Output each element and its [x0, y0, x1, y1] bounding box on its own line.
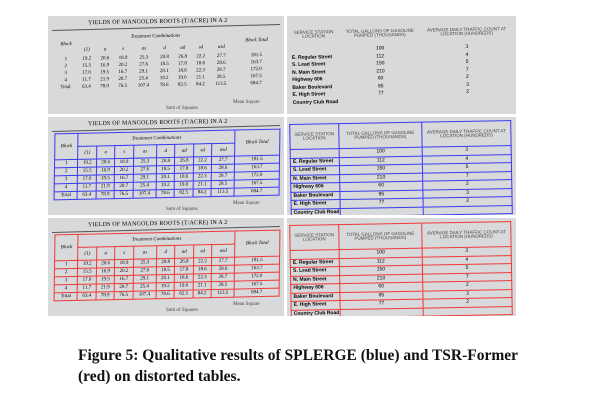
col-header: d — [156, 245, 176, 259]
col-header: sd — [193, 244, 212, 258]
table-cell: 76.5 — [114, 190, 133, 199]
col-header: AVERAGE DAILY TRAFFIC COUNT AT LOCATION … — [421, 120, 512, 148]
footer-mean-square: Mean Square — [233, 201, 260, 206]
table-cell: Total — [60, 85, 71, 91]
col-header: s — [114, 145, 134, 159]
table-cell — [339, 307, 424, 316]
table-cell: 84.2 — [192, 188, 212, 197]
table-cell: 107.4 — [132, 290, 157, 300]
footer-sum-squares: Sum of Squares — [166, 308, 198, 313]
col-header: ad — [180, 45, 186, 51]
right-splerge-panel: SERVICE STATION LOCATION TOTAL GALLONS OF… — [287, 117, 516, 215]
table-cell: 78.6 — [155, 290, 175, 299]
table-cell: 107.4 — [137, 83, 150, 89]
col-header: SERVICE STATION LOCATION — [289, 224, 339, 251]
table-cell: 84.2 — [195, 82, 205, 88]
col-header: (1) — [78, 145, 97, 160]
table-cell: 684.7 — [234, 187, 280, 197]
table-cell: 684.7 — [250, 81, 262, 87]
col-header: a — [96, 246, 116, 260]
table-cell: Country Club Road — [291, 309, 340, 316]
table-cell: 113.5 — [211, 188, 235, 197]
col-header: AVERAGE DAILY TRAFFIC COUNT AT LOCATION … — [427, 25, 507, 37]
col-header: (1) — [78, 246, 97, 261]
col-header: ad — [174, 143, 194, 158]
col-header: d — [163, 45, 166, 51]
table-cell — [339, 97, 423, 106]
col-header: Block — [54, 234, 79, 261]
table-cell: 63.4 — [81, 84, 91, 90]
yields-table: Block Treatment Combinations Block Total (1… — [54, 129, 281, 201]
col-header: as — [133, 144, 157, 159]
table-cell: 78.6 — [159, 82, 169, 89]
yields-table: Block Treatment Combinations Block Total (1… — [54, 230, 281, 302]
table-cell: 76.5 — [114, 291, 133, 300]
table-cell: 82.5 — [177, 82, 187, 88]
table-cell: 82.5 — [174, 289, 193, 299]
col-header: s — [114, 246, 134, 260]
col-header: Block Total — [245, 37, 269, 43]
footer-mean-square: Mean Square — [233, 100, 260, 105]
right-tsrformer-panel: SERVICE STATION LOCATION TOTAL GALLONS OF… — [287, 218, 516, 316]
col-header: (1) — [83, 47, 90, 53]
col-header: Block Total — [234, 230, 280, 258]
table-cell: 78.9 — [95, 291, 115, 300]
col-header: sd — [193, 143, 212, 157]
table-cell: 63.4 — [77, 190, 97, 200]
table-cell — [423, 96, 513, 105]
table-cell — [423, 306, 513, 316]
table-cell: 78.9 — [95, 190, 115, 199]
table-cell: 113.5 — [211, 289, 235, 298]
table-cell — [423, 205, 513, 215]
col-header: TOTAL GALLONS OF GASOLINE PUMPED (THOUSA… — [345, 27, 414, 38]
col-header: Block Total — [234, 129, 280, 157]
col-header: sd — [198, 44, 204, 50]
footer-mean-square: Mean Square — [233, 302, 260, 307]
col-header: asd — [217, 44, 225, 50]
table-cell: 82.5 — [174, 188, 193, 198]
col-header: d — [156, 144, 176, 158]
col-header: asd — [211, 143, 235, 157]
table-cell: 113.5 — [215, 81, 227, 87]
right-original-panel: SERVICE STATION LOCATION TOTAL GALLONS OF… — [287, 16, 516, 114]
left-original-panel: YIELDS OF MANGOLDS ROOTS (T/ACRE) IN A 2… — [48, 16, 284, 114]
table-cell: 63.4 — [77, 291, 97, 301]
table-cell: 76.5 — [118, 83, 128, 90]
left-splerge-panel: YIELDS OF MANGOLDS ROOTS (T/ACRE) IN A 2… — [48, 117, 284, 215]
col-header: TOTAL GALLONS OF GASOLINE PUMPED (THOUSA… — [338, 122, 423, 149]
gasoline-table: SERVICE STATION LOCATION TOTAL GALLONS OF… — [289, 221, 513, 316]
col-header: Block — [60, 41, 72, 47]
table-cell: 84.2 — [192, 289, 212, 298]
table-cell: 78.9 — [100, 84, 109, 90]
col-header: as — [141, 45, 147, 52]
col-header: SERVICE STATION LOCATION — [293, 28, 334, 39]
col-header: ad — [174, 244, 194, 259]
left-tsrformer-panel: YIELDS OF MANGOLDS ROOTS (T/ACRE) IN A 2… — [48, 218, 284, 316]
table-cell: Country Club Road — [292, 98, 339, 106]
yields-table: Block Treatment Combinations Block Total (1… — [54, 28, 281, 92]
table-cell: Total — [54, 292, 78, 301]
col-header: TOTAL GALLONS OF GASOLINE PUMPED (THOUSA… — [338, 223, 423, 250]
footer-sum-squares: Sum of Squares — [166, 106, 198, 111]
table-cell: 684.7 — [234, 288, 280, 298]
table-cell: Country Club Road — [291, 208, 340, 215]
col-header: a — [96, 145, 116, 159]
col-header: a — [103, 46, 107, 52]
table-cell: 107.4 — [132, 189, 157, 199]
gasoline-table: SERVICE STATION LOCATION TOTAL GALLONS OF… — [289, 120, 513, 215]
gasoline-table: SERVICE STATION LOCATION TOTAL GALLONS OF… — [289, 19, 512, 107]
col-header: Block — [54, 133, 79, 160]
col-header: SERVICE STATION LOCATION — [289, 123, 339, 150]
table-cell: 78.6 — [155, 189, 175, 198]
col-header: s — [122, 46, 125, 52]
table-cell — [339, 206, 424, 215]
col-header: as — [133, 245, 157, 260]
table-cell: Total — [54, 191, 78, 200]
figure-caption: Figure 5: Qualitative results of SPLERGE… — [78, 347, 518, 385]
col-header: asd — [211, 244, 235, 258]
col-header: AVERAGE DAILY TRAFFIC COUNT AT LOCATION … — [421, 221, 512, 249]
footer-sum-squares: Sum of Squares — [166, 207, 198, 212]
